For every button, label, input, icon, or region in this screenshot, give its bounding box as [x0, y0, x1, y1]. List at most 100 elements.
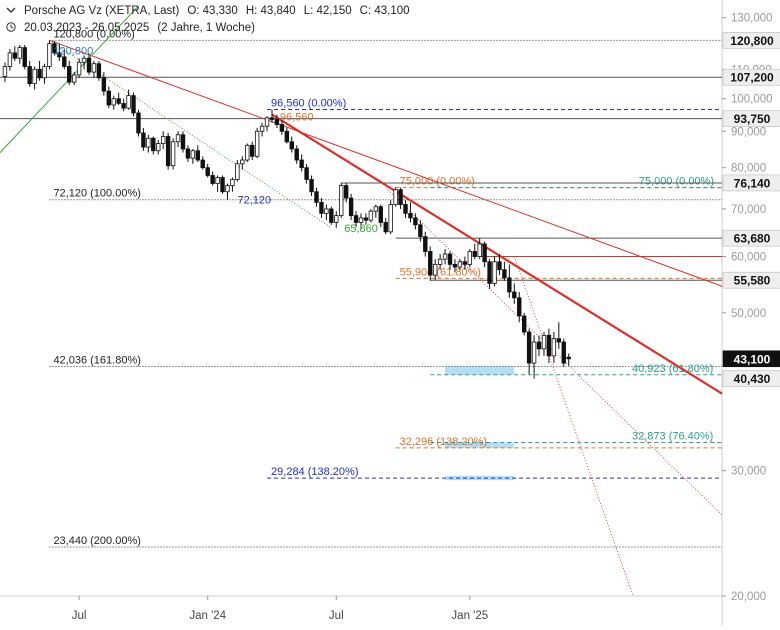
candle-body [319, 201, 324, 214]
candle-body [27, 66, 32, 85]
level-label: 75,000 (0.00%) [639, 176, 714, 188]
clock-icon [6, 22, 16, 32]
candle-body [289, 141, 294, 150]
candle-body [551, 338, 557, 357]
price-tag-label: 76,140 [734, 176, 771, 190]
candle-body [373, 206, 379, 212]
candle-body [22, 47, 27, 67]
candle-body [259, 125, 265, 132]
y-tick-label: 100,000 [731, 94, 773, 106]
low-value: L: 42,150 [303, 5, 352, 17]
target-zone [445, 366, 515, 375]
candle-body [101, 77, 107, 92]
date-range: 20.03.2023 - 26.05.2025 [24, 22, 150, 34]
candle-body [546, 334, 552, 357]
candle-body [531, 341, 537, 364]
candle-body [2, 66, 8, 77]
candle-body [314, 191, 319, 203]
candle-body [116, 98, 121, 104]
trendline-green-dotted [49, 39, 332, 229]
candle-body [521, 315, 527, 333]
candle-body [423, 236, 428, 252]
candle-body [388, 204, 393, 233]
price-tag [722, 229, 780, 247]
candle-body [502, 269, 507, 279]
candle-body [294, 148, 299, 161]
level-label: 55,904 (61.80%) [400, 266, 481, 278]
candle-body [225, 185, 230, 193]
price-tag-label: 107,200 [730, 71, 774, 85]
candle-body [245, 144, 250, 161]
candle-body [37, 68, 42, 79]
close-value: C: 43,100 [359, 5, 410, 17]
candle-body [517, 297, 522, 317]
candle-body [507, 277, 512, 293]
y-tick-label: 80,000 [731, 163, 766, 175]
candle-body [17, 47, 22, 59]
candle-body [7, 52, 13, 67]
candle-body [146, 137, 151, 148]
candle-body [512, 291, 517, 299]
candle-body [57, 52, 62, 58]
candle-body [279, 124, 285, 132]
candle-body [111, 98, 116, 106]
candle-body [175, 134, 181, 143]
candle-body [457, 261, 463, 268]
candle-body [383, 222, 388, 233]
candle-body [418, 224, 423, 238]
candle-body [220, 177, 225, 193]
candle-body [131, 95, 136, 114]
candle-body [526, 331, 532, 364]
candle-body [566, 356, 571, 360]
level-label: 42,036 (161.80%) [53, 354, 140, 366]
price-tag-label: 120,800 [730, 34, 774, 48]
candle-body [536, 341, 542, 350]
candle-body [91, 63, 97, 73]
level-label: 40,923 (61.80%) [632, 363, 713, 375]
trendline-thin-down [49, 39, 723, 287]
x-tick-label: Jul [72, 610, 87, 622]
level-label: 96,560 (0.00%) [271, 98, 346, 110]
candle-body [492, 261, 497, 284]
open-value: O: 43,330 [187, 5, 238, 17]
candle-body [32, 68, 37, 85]
candle-body [467, 251, 472, 265]
y-tick-label: 70,000 [731, 204, 766, 216]
y-tick-label: 130,000 [731, 13, 773, 25]
candle-body [195, 150, 201, 161]
candle-body [170, 141, 176, 167]
current-price-label: 43,100 [734, 352, 771, 366]
current-price-tag [722, 350, 780, 368]
point-label: 96,560 [280, 112, 314, 124]
chevron-down-icon[interactable] [6, 5, 16, 15]
candle-body [156, 143, 161, 152]
candle-body [309, 179, 314, 193]
candle-body [329, 208, 334, 223]
candle-body [477, 243, 482, 257]
trendline-thick-down [271, 113, 723, 395]
price-tag [722, 174, 780, 192]
candle-body [339, 185, 344, 217]
candle-body [126, 95, 131, 109]
candle-body [353, 215, 359, 223]
candle-body [541, 334, 547, 350]
x-tick-label: Jan '24 [189, 610, 226, 622]
candle-body [442, 253, 448, 260]
price-tag-label: 93,750 [734, 112, 771, 126]
level-label: 32,296 (138.20%) [400, 436, 487, 448]
candle-body [428, 251, 433, 276]
candle-body [205, 167, 210, 176]
point-label: 120,800 [53, 45, 93, 57]
price-tag-label: 63,680 [734, 232, 771, 246]
candle-body [121, 102, 126, 109]
candle-body [264, 117, 270, 127]
candle-body [348, 197, 354, 217]
candle-body [324, 208, 329, 214]
candle-body [358, 217, 364, 223]
candle-body [363, 217, 369, 221]
target-zone [445, 442, 515, 448]
y-tick-label: 50,000 [731, 308, 766, 320]
candle-body [304, 167, 309, 180]
candle-body [393, 189, 398, 205]
